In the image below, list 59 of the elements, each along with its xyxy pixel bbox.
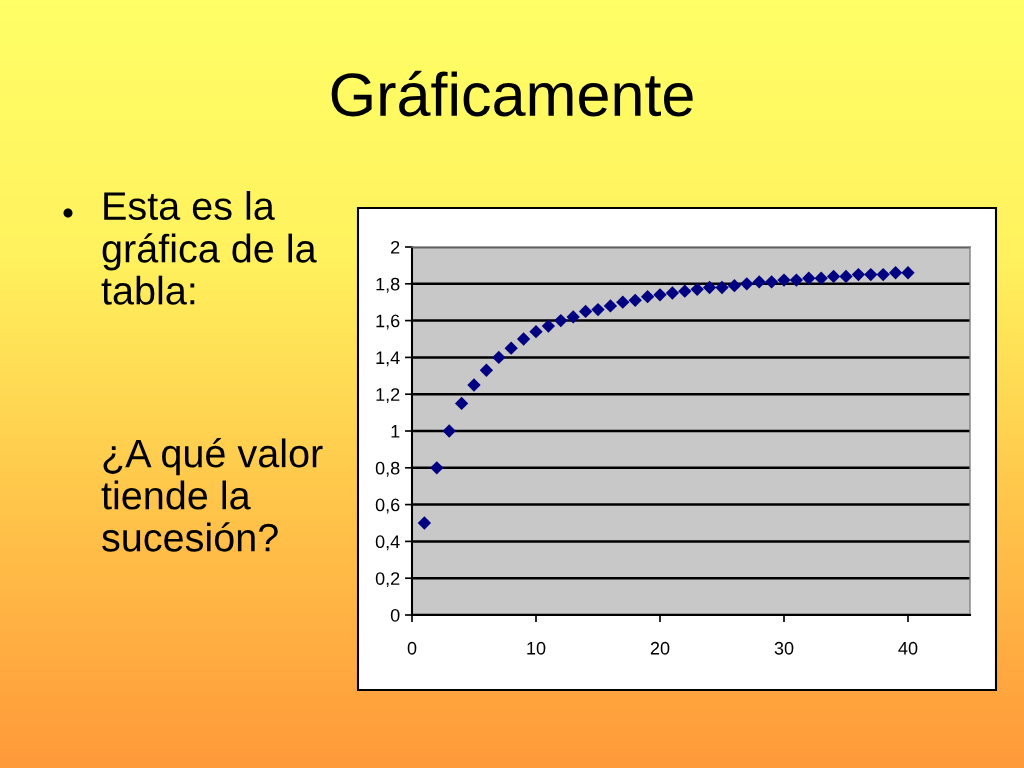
point bbox=[740, 277, 754, 291]
x-tick-label: 20 bbox=[650, 641, 670, 655]
x-tick-label: 10 bbox=[527, 641, 546, 655]
point bbox=[541, 319, 556, 333]
point bbox=[876, 267, 890, 282]
point bbox=[628, 293, 642, 308]
x-tick-label: 30 bbox=[774, 641, 794, 655]
point bbox=[640, 290, 655, 304]
x-tick-label: 0 bbox=[407, 641, 417, 655]
y-tick-label: 1,6 bbox=[376, 314, 400, 330]
point bbox=[566, 310, 580, 324]
point bbox=[454, 396, 469, 411]
point bbox=[516, 332, 531, 346]
point bbox=[529, 324, 543, 339]
point bbox=[653, 288, 667, 302]
y-tick-label: 0,8 bbox=[375, 461, 400, 477]
point bbox=[690, 282, 704, 296]
point bbox=[864, 267, 878, 282]
point bbox=[578, 304, 593, 319]
y-tick-label: 0,6 bbox=[375, 498, 400, 514]
x-tick-label: 40 bbox=[898, 641, 918, 655]
point bbox=[442, 424, 456, 438]
point bbox=[752, 275, 766, 289]
point bbox=[727, 278, 742, 293]
point bbox=[764, 275, 779, 289]
point bbox=[417, 516, 432, 530]
point bbox=[479, 363, 494, 377]
y-tick-label: 0 bbox=[390, 608, 400, 622]
point bbox=[802, 271, 816, 285]
point bbox=[888, 266, 903, 280]
point bbox=[678, 284, 692, 298]
y-tick-label: 1 bbox=[391, 425, 400, 438]
point bbox=[777, 273, 791, 287]
point bbox=[554, 313, 568, 328]
chart-title: Gráficamente bbox=[331, 70, 693, 117]
y-tick-label: 0,2 bbox=[375, 572, 400, 588]
point bbox=[504, 341, 518, 355]
text: ¿A qué valor tiende la sucesión? bbox=[101, 438, 323, 552]
point bbox=[901, 266, 915, 280]
point bbox=[814, 271, 828, 285]
point bbox=[851, 267, 866, 282]
point bbox=[430, 461, 444, 475]
y-tick-label: 2 bbox=[391, 240, 400, 254]
y-tick-label: 1,4 bbox=[376, 351, 400, 367]
point bbox=[467, 378, 481, 392]
text: Esta es la gráfica de la tabla: bbox=[101, 191, 317, 305]
point bbox=[715, 280, 729, 295]
point bbox=[826, 269, 841, 284]
point bbox=[839, 269, 853, 284]
y-tick-label: 0,4 bbox=[375, 535, 400, 551]
y-tick-label: 1,2 bbox=[376, 388, 400, 404]
point bbox=[591, 302, 605, 317]
point bbox=[616, 295, 630, 309]
point bbox=[702, 280, 717, 295]
point bbox=[603, 299, 618, 313]
point bbox=[492, 350, 506, 365]
point bbox=[665, 286, 680, 300]
point bbox=[789, 273, 804, 287]
y-tick-label: 1,8 bbox=[376, 277, 400, 293]
